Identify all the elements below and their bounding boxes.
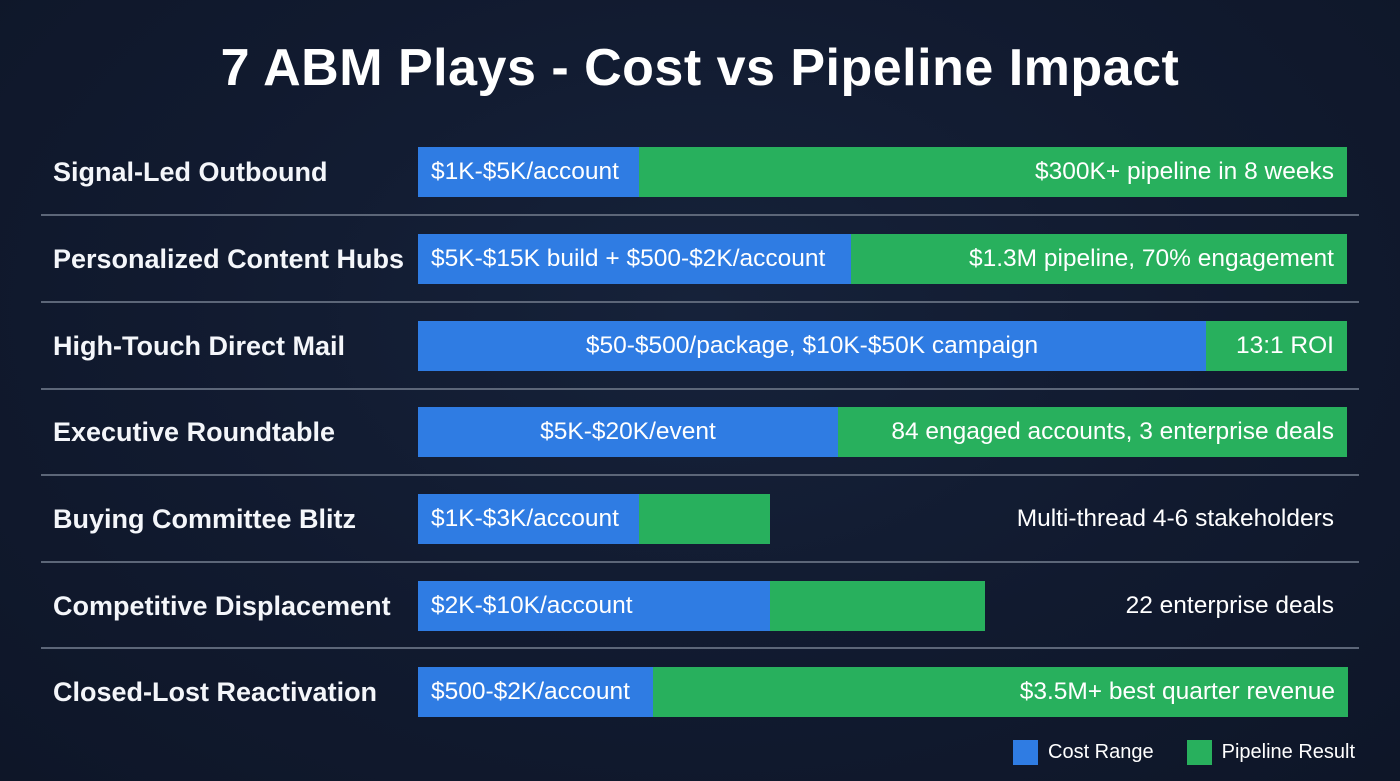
cost-swatch-icon xyxy=(1013,740,1038,765)
legend-item-cost: Cost Range xyxy=(1013,740,1154,765)
bar-competitive-displacement: $2K-$10K/account xyxy=(418,581,985,631)
row-label-executive-roundtable: Executive Roundtable xyxy=(53,417,336,447)
pipeline-segment: $300K+ pipeline in 8 weeks xyxy=(639,147,1347,197)
pipeline-result-label: 22 enterprise deals xyxy=(1125,592,1334,619)
legend-item-pipeline: Pipeline Result xyxy=(1186,740,1356,765)
row-label-signal-led-outbound: Signal-Led Outbound xyxy=(53,157,328,187)
row-label-competitive-displacement: Competitive Displacement xyxy=(53,591,391,621)
cost-segment: $500-$2K/account xyxy=(418,667,653,717)
pipeline-segment: $3.5M+ best quarter revenue xyxy=(653,667,1348,717)
bar-high-touch-direct-mail: $50-$500/package, $10K-$50K campaign 13:… xyxy=(418,321,1347,371)
legend-label-pipeline: Pipeline Result xyxy=(1221,741,1356,763)
row-label-buying-committee-blitz: Buying Committee Blitz xyxy=(53,504,357,534)
bar-executive-roundtable: $5K-$20K/event 84 engaged accounts, 3 en… xyxy=(418,407,1347,457)
bar-personalized-content-hubs: $5K-$15K build + $500-$2K/account $1.3M … xyxy=(418,234,1347,284)
bar-signal-led-outbound: $1K-$5K/account $300K+ pipeline in 8 wee… xyxy=(418,147,1347,197)
cost-segment: $1K-$5K/account xyxy=(418,147,639,197)
pipeline-segment xyxy=(770,581,985,631)
cost-segment: $50-$500/package, $10K-$50K campaign xyxy=(418,321,1206,371)
bar-buying-committee-blitz: $1K-$3K/account xyxy=(418,494,770,544)
bar-closed-lost-reactivation: $500-$2K/account $3.5M+ best quarter rev… xyxy=(418,667,1348,717)
cost-segment: $5K-$15K build + $500-$2K/account xyxy=(418,234,851,284)
row-separator xyxy=(41,388,1359,390)
row-label-personalized-content-hubs: Personalized Content Hubs xyxy=(53,244,405,274)
pipeline-segment: 84 engaged accounts, 3 enterprise deals xyxy=(838,407,1347,457)
pipeline-result-label: Multi-thread 4-6 stakeholders xyxy=(1016,505,1334,532)
cost-segment: $2K-$10K/account xyxy=(418,581,770,631)
row-label-closed-lost-reactivation: Closed-Lost Reactivation xyxy=(53,677,378,707)
row-separator xyxy=(41,647,1359,649)
legend: Cost Range Pipeline Result xyxy=(1013,740,1355,765)
row-label-high-touch-direct-mail: High-Touch Direct Mail xyxy=(53,331,346,361)
pipeline-segment: $1.3M pipeline, 70% engagement xyxy=(851,234,1347,284)
row-separator xyxy=(41,301,1359,303)
chart-title: 7 ABM Plays - Cost vs Pipeline Impact xyxy=(220,39,1180,97)
row-separator xyxy=(41,474,1359,476)
pipeline-swatch-icon xyxy=(1186,740,1212,765)
row-separator xyxy=(41,214,1359,216)
legend-label-cost: Cost Range xyxy=(1048,741,1154,763)
pipeline-segment xyxy=(639,494,770,544)
pipeline-segment: 13:1 ROI xyxy=(1206,321,1347,371)
cost-segment: $1K-$3K/account xyxy=(418,494,639,544)
cost-segment: $5K-$20K/event xyxy=(418,407,838,457)
row-separator xyxy=(41,561,1359,563)
